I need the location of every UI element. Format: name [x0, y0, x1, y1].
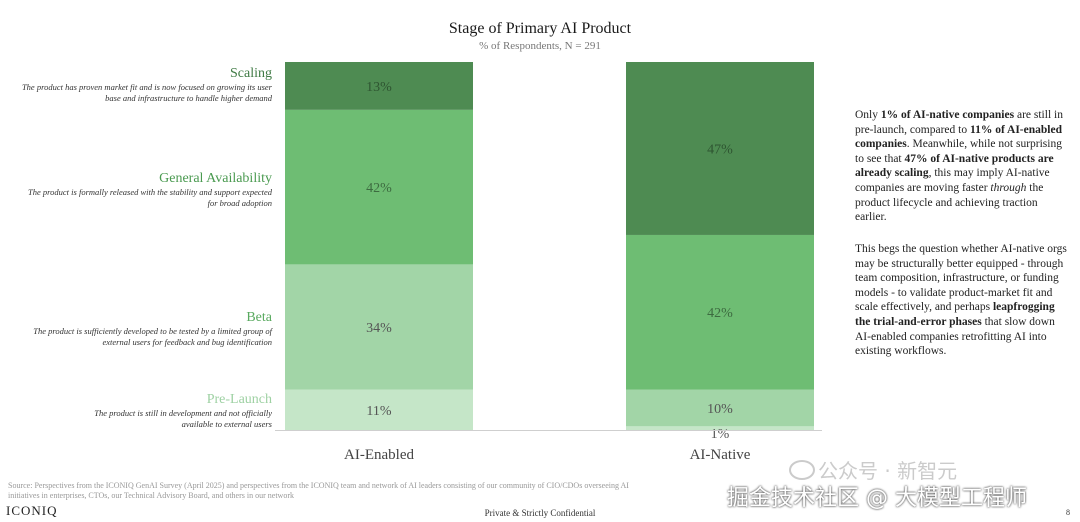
p2-segment-0: This begs the question whether AI-native…	[855, 243, 1067, 314]
stage-description: The product is still in development and …	[94, 408, 272, 429]
p1-segment-0: Only	[855, 109, 881, 121]
stage-label-general-availability: General Availability The product is form…	[22, 171, 272, 209]
watermark-juejin: 掘金技术社区 @ 大模型工程师	[727, 486, 1027, 511]
data-label-beta-ai-native: 10%	[707, 402, 733, 417]
stage-label-beta: Beta The product is sufficiently develop…	[27, 310, 272, 348]
p1-segment-6: , this may imply AI-native companies are…	[855, 167, 1050, 194]
p1-segment-1: 1% of AI-native companies	[880, 109, 1015, 121]
p2-segment-2: that slow down AI-enabled companies retr…	[855, 315, 1055, 358]
data-label-scaling-ai-enabled: 13%	[366, 80, 392, 95]
stage-name: Beta	[246, 310, 272, 325]
data-label-pre-launch-ai-enabled: 11%	[366, 404, 391, 419]
data-label-pre-launch-ai-native: 1%	[711, 427, 730, 442]
stage-name: Scaling	[230, 66, 272, 81]
p1-segment-4: . Meanwhile, while not surprising to see…	[855, 138, 1062, 165]
bar-scaling-ai-native	[626, 62, 814, 235]
bar-pre-launch-ai-native	[626, 426, 814, 430]
watermark-wechat: 公众号 · 新智元	[818, 459, 958, 483]
commentary-paragraph-2: This begs the question whether AI-native…	[855, 242, 1067, 359]
p2-segment-1: leapfrogging the trial-and-error phases	[855, 301, 1055, 328]
bar-beta-ai-enabled	[285, 264, 473, 390]
chart-title: Stage of Primary AI Product	[448, 20, 632, 37]
p1-segment-8: the product lifecycle and achieving trac…	[855, 181, 1044, 224]
bar-scaling-ai-enabled	[285, 62, 473, 110]
category-label-ai-enabled: AI-Enabled	[344, 447, 414, 463]
category-label-ai-native: AI-Native	[690, 447, 751, 463]
stage-description: The product is formally released with th…	[28, 187, 272, 208]
commentary-paragraph-1: Only 1% of AI-native companies are still…	[855, 108, 1067, 225]
page-number: 8	[1066, 508, 1070, 517]
bar-general-availability-ai-native	[626, 234, 814, 390]
p1-segment-2: are still in pre-launch, compared to	[855, 109, 1063, 136]
data-label-general-availability-ai-enabled: 42%	[366, 181, 392, 196]
stage-description: The product is sufficiently developed to…	[33, 326, 272, 347]
wechat-icon	[789, 460, 815, 480]
stage-label-scaling: Scaling The product has proven market fi…	[10, 66, 272, 104]
data-label-general-availability-ai-native: 42%	[707, 306, 733, 321]
stage-label-pre-launch: Pre-Launch The product is still in devel…	[92, 392, 272, 430]
p1-segment-3: 11% of AI-enabled companies	[855, 123, 1062, 151]
data-label-beta-ai-enabled: 34%	[366, 321, 392, 336]
bar-general-availability-ai-enabled	[285, 109, 473, 265]
stage-name: General Availability	[159, 171, 272, 186]
stage-name: Pre-Launch	[206, 392, 272, 407]
p1-segment-7: through	[990, 181, 1027, 194]
data-label-scaling-ai-native: 47%	[707, 142, 733, 157]
stage-description: The product has proven market fit and is…	[21, 82, 272, 103]
bar-pre-launch-ai-enabled	[285, 389, 473, 430]
bar-beta-ai-native	[626, 389, 814, 427]
confidential-label: Private & Strictly Confidential	[484, 508, 596, 518]
chart-subtitle: % of Respondents, N = 291	[479, 40, 601, 52]
iconiq-logo: ICONIQ	[6, 503, 58, 518]
p1-segment-5: 47% of AI-native products are already sc…	[855, 152, 1054, 180]
source-note: Source: Perspectives from the ICONIQ Gen…	[8, 481, 629, 500]
